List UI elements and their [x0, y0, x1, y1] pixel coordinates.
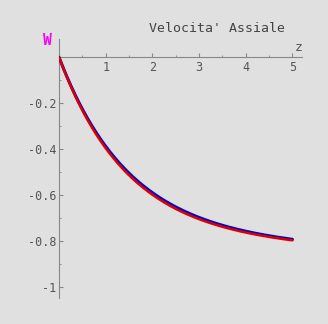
Text: W: W	[43, 33, 51, 48]
Text: z: z	[295, 41, 303, 54]
Title: Velocita' Assiale: Velocita' Assiale	[149, 22, 285, 35]
